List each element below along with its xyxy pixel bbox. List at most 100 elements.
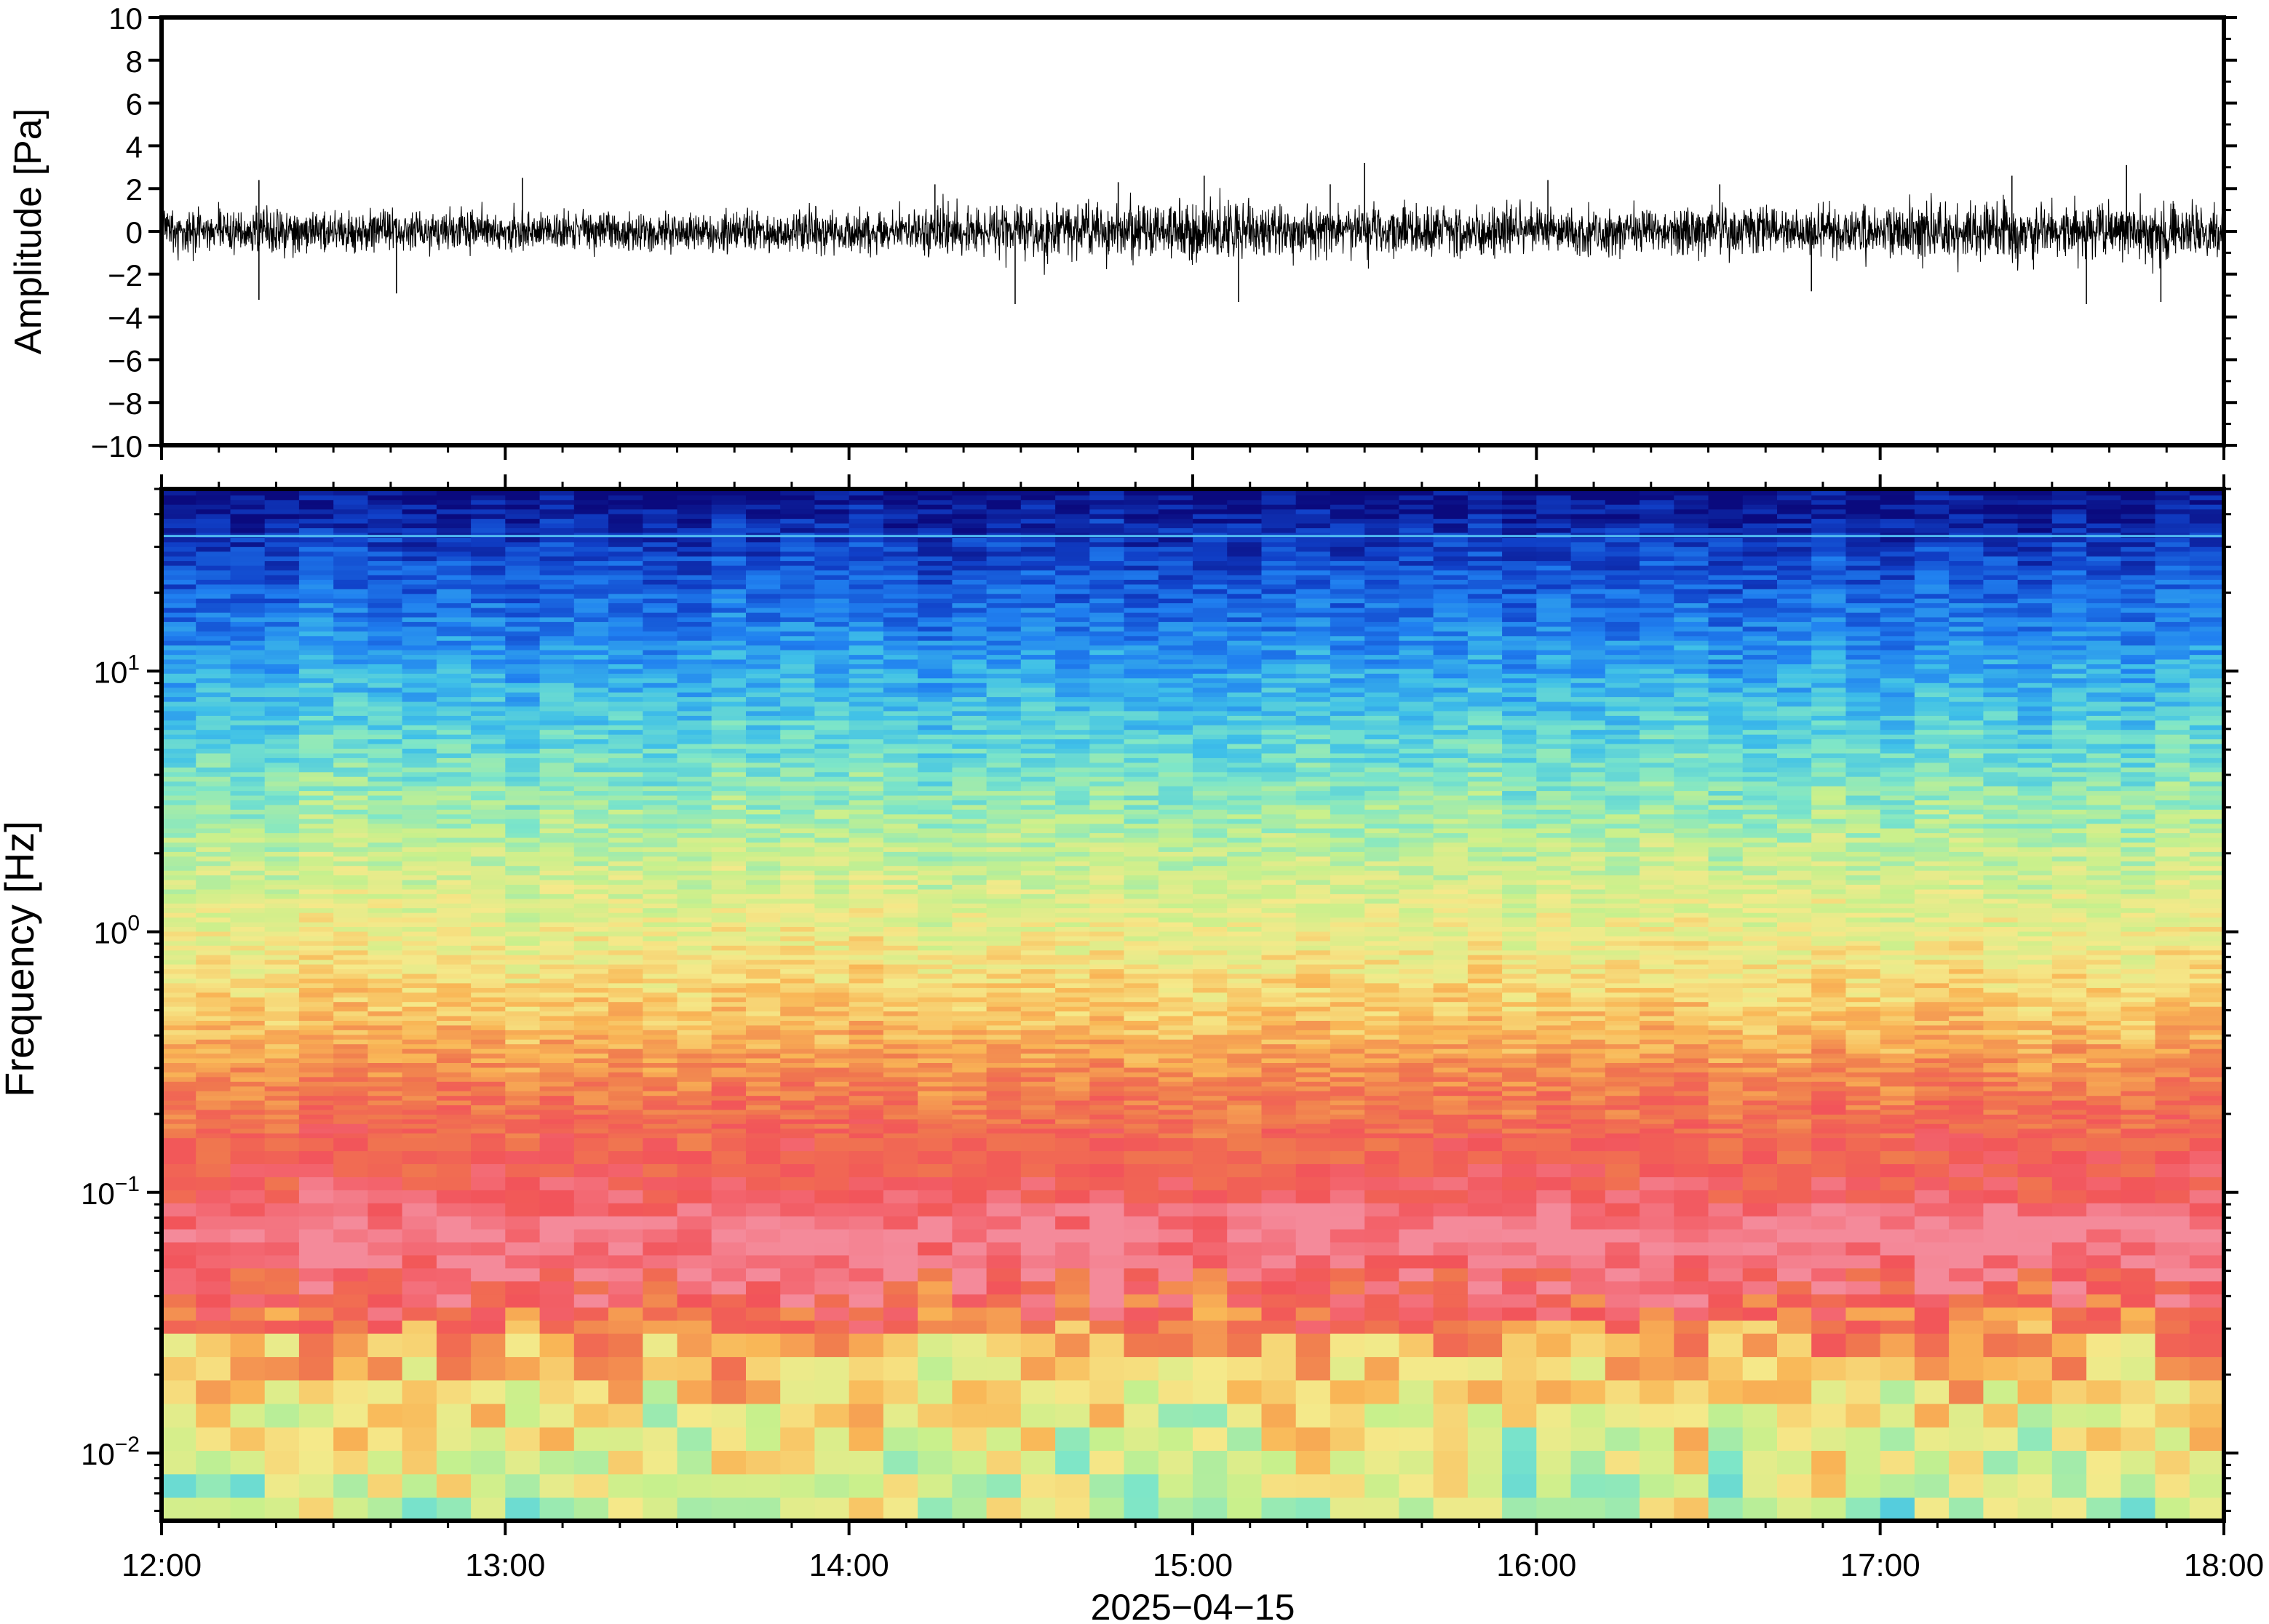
spectrogram-cell <box>643 1177 678 1190</box>
spectrogram-cell <box>196 1024 231 1030</box>
spectrogram-cell <box>1640 1380 1674 1404</box>
spectrogram-cell <box>573 884 609 890</box>
spectrogram-cell <box>1845 1062 1881 1068</box>
spectrogram-cell <box>780 1099 816 1106</box>
spectrogram-cell <box>436 869 472 876</box>
spectrogram-cell <box>471 1403 506 1428</box>
spectrogram-cell <box>1330 1473 1365 1498</box>
spectrogram-cell <box>986 936 1022 942</box>
spectrogram-cell <box>1845 1267 1881 1282</box>
spectrogram-cell <box>1536 898 1572 904</box>
spectrogram-cell <box>952 1380 988 1404</box>
spectrogram-cell <box>230 1095 266 1101</box>
spectrogram-cell <box>1193 968 1228 974</box>
spectrogram-cell <box>1020 1039 1056 1045</box>
spectrogram-cell <box>230 959 266 965</box>
spectrogram-cell <box>711 865 747 871</box>
spectrogram-cell <box>780 1254 816 1269</box>
spectrogram-cell <box>1193 1356 1228 1381</box>
spectrogram-cell <box>471 917 506 923</box>
spectrogram-cell <box>677 1067 712 1072</box>
spectrogram-cell <box>1570 1024 1606 1030</box>
spectrogram-cell <box>711 1254 747 1269</box>
spectrogram-cell <box>2086 884 2122 890</box>
spectrogram-cell <box>1399 1294 1434 1308</box>
spectrogram-cell <box>1089 1427 1125 1451</box>
spectrogram-cell <box>1811 1123 1847 1129</box>
spectrogram-cell <box>1674 950 1709 955</box>
spectrogram-cell <box>264 907 300 913</box>
spectrogram-cell <box>918 1128 953 1134</box>
spectrogram-cell <box>333 1254 369 1269</box>
spectrogram-cell <box>1914 997 1950 1003</box>
spectrogram-cell <box>436 875 472 880</box>
spectrogram-cell <box>1261 1267 1297 1282</box>
spectrogram-cell <box>1502 1091 1538 1096</box>
spectrogram-cell <box>196 907 231 913</box>
spectrogram-cell <box>2155 865 2190 871</box>
spectrogram-cell <box>2121 1039 2156 1045</box>
spectrogram-cell <box>402 1076 437 1082</box>
spectrogram-cell <box>436 1320 472 1334</box>
spectrogram-cell <box>608 940 643 946</box>
spectrogram-cell <box>918 1473 953 1498</box>
spectrogram-cell <box>2017 1091 2053 1096</box>
spectrogram-cell <box>643 1163 678 1177</box>
spectrogram-cell <box>1880 987 1915 993</box>
spectrogram-cell <box>2051 1024 2087 1030</box>
spectrogram-cell <box>539 1128 575 1134</box>
spectrogram-cell <box>1502 955 1538 960</box>
spectrogram-cell <box>471 869 506 876</box>
spectrogram-cell <box>264 861 300 867</box>
spectrogram-cell <box>196 940 231 946</box>
spectrogram-cell <box>1467 912 1503 918</box>
spectrogram-cell <box>2121 1024 2156 1030</box>
spectrogram-cell <box>505 912 541 918</box>
spectrogram-cell <box>746 1203 781 1217</box>
spectrogram-cell <box>608 1133 643 1139</box>
spectrogram-cell <box>573 1450 609 1475</box>
spectrogram-cell <box>1193 884 1228 890</box>
spectrogram-cell <box>2189 1006 2224 1012</box>
spectrogram-cell <box>1399 1114 1434 1120</box>
spectrogram-cell <box>2086 1450 2122 1475</box>
spectrogram-cell <box>1193 875 1228 880</box>
spectrogram-cell <box>1949 1241 1984 1256</box>
spectrogram-cell <box>1467 959 1503 965</box>
spectrogram-cell <box>1467 1380 1503 1404</box>
spectrogram-cell <box>367 875 403 880</box>
spectrogram-cell <box>333 917 369 923</box>
spectrogram-cell <box>436 1039 472 1045</box>
spectrogram-cell <box>1124 1450 1159 1475</box>
spectrogram-cell <box>2189 1228 2224 1243</box>
spectrogram-cell <box>746 1254 781 1269</box>
spectrogram-cell <box>1330 1356 1365 1381</box>
spectrogram-cell <box>505 1163 541 1177</box>
spectrogram-cell <box>1845 921 1881 927</box>
spectrogram-cell <box>573 1281 609 1295</box>
spectrogram-cell <box>2051 903 2087 909</box>
spectrogram-cell <box>1949 1062 1984 1068</box>
spectrogram-cell <box>1020 1267 1056 1282</box>
spectrogram-cell <box>539 940 575 946</box>
spectrogram-cell <box>2121 1254 2156 1269</box>
spectrogram-cell <box>2017 1001 2053 1007</box>
spectrogram-cell <box>780 1011 816 1016</box>
spectrogram-cell <box>986 1024 1022 1030</box>
spectrogram-cell <box>677 1380 712 1404</box>
spectrogram-cell <box>1845 926 1881 932</box>
spectrogram-cell <box>1708 1133 1744 1139</box>
spectrogram-cell <box>1089 1123 1125 1129</box>
spectrogram-cell <box>471 931 506 936</box>
spectrogram-cell <box>1570 879 1606 885</box>
spectrogram-cell <box>1364 1020 1400 1026</box>
spectrogram-cell <box>1433 888 1469 894</box>
spectrogram-cell <box>1674 1039 1709 1045</box>
spectrogram-cell <box>1399 1099 1434 1106</box>
spectrogram-cell <box>746 865 781 871</box>
spectrogram-cell <box>1467 1086 1503 1091</box>
spectrogram-cell <box>1640 884 1674 890</box>
spectrogram-cell <box>918 1267 953 1282</box>
spectrogram-cell <box>986 1320 1022 1334</box>
spectrogram-cell <box>2189 1150 2224 1164</box>
